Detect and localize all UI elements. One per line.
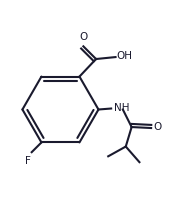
Text: O: O bbox=[153, 122, 162, 132]
Text: NH: NH bbox=[114, 103, 129, 113]
Text: O: O bbox=[79, 32, 88, 42]
Text: F: F bbox=[25, 156, 31, 166]
Text: OH: OH bbox=[117, 51, 133, 61]
